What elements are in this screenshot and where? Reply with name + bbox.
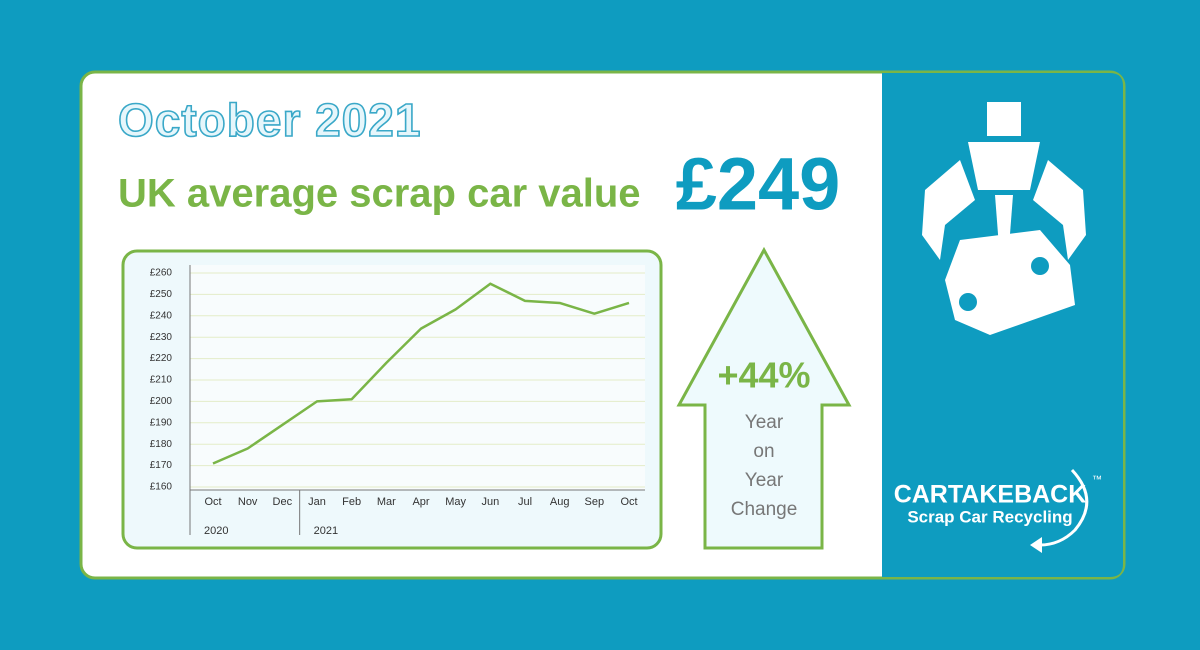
- line: [212, 282, 630, 465]
- brand-arrow: [1030, 537, 1042, 553]
- plot-area: [190, 265, 645, 490]
- y-tick-label: £180: [150, 439, 173, 450]
- x-tick-label: Mar: [377, 496, 396, 508]
- brand-swoosh: [1039, 468, 1089, 547]
- x-tick-label: Dec: [273, 496, 293, 508]
- x-tick-label: Oct: [620, 496, 637, 508]
- change-value: +44%: [717, 355, 810, 396]
- change-arrow: [676, 246, 852, 550]
- y-tick-label: £190: [150, 417, 173, 428]
- car-wheel: [1031, 257, 1049, 275]
- y-tick-label: £200: [150, 396, 173, 407]
- x-tick-label: Sep: [585, 496, 605, 508]
- x-tick-label: Oct: [204, 496, 221, 508]
- x-tick-label: Aug: [550, 496, 570, 508]
- change-caption: Year: [745, 412, 784, 433]
- claw-arm: [1033, 160, 1086, 260]
- x-tick-label: Jul: [518, 496, 532, 508]
- brand-mark: ™: [1092, 475, 1102, 486]
- car: [945, 230, 1075, 335]
- change-caption: on: [753, 441, 774, 462]
- x-tick-label: Feb: [342, 496, 361, 508]
- headline: UK average scrap car value: [118, 172, 641, 216]
- brand-tagline: Scrap Car Recycling: [907, 507, 1072, 526]
- car-wheel: [959, 293, 977, 311]
- group-label: 2021: [314, 525, 338, 537]
- change-caption: Year: [745, 470, 784, 491]
- x-tick-label: Jan: [308, 496, 326, 508]
- claw-icon: [922, 102, 1086, 335]
- date: October 2021: [118, 94, 421, 146]
- group-label: 2020: [204, 525, 228, 537]
- y-tick-label: £210: [150, 375, 173, 386]
- current-value: £249: [676, 143, 841, 226]
- y-tick-label: £250: [150, 289, 173, 300]
- y-tick-label: £260: [150, 268, 173, 279]
- y-tick-label: £220: [150, 353, 173, 364]
- car-details: [959, 257, 1049, 311]
- x-tick-label: Apr: [412, 496, 429, 508]
- x-tick-label: Nov: [238, 496, 258, 508]
- change-caption: Change: [731, 499, 798, 520]
- x-tick-label: Jun: [481, 496, 499, 508]
- y-tick-label: £160: [150, 482, 173, 493]
- y-tick-label: £170: [150, 460, 173, 471]
- claw-head: [968, 142, 1040, 190]
- claw-arm: [922, 160, 975, 260]
- brand-name: CARTAKEBACK: [894, 481, 1087, 509]
- x-tick-label: May: [445, 496, 466, 508]
- claw-block: [987, 102, 1021, 136]
- y-tick-label: £230: [150, 332, 173, 343]
- y-tick-label: £240: [150, 310, 173, 321]
